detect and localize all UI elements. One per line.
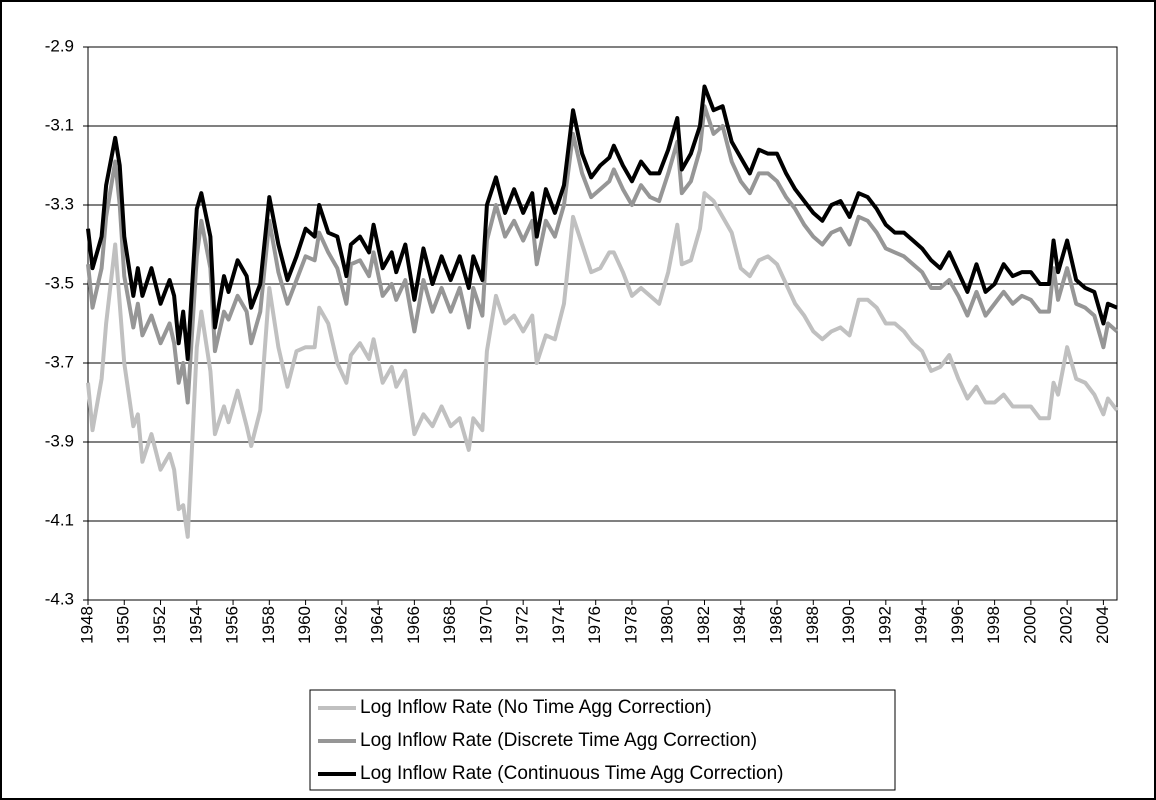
x-tick-label: 1950 xyxy=(114,606,133,644)
legend-label: Log Inflow Rate (Continuous Time Agg Cor… xyxy=(360,763,784,784)
series-line xyxy=(86,104,1119,405)
x-tick-label: 1968 xyxy=(440,606,459,644)
x-tick-label: 1970 xyxy=(476,606,495,644)
y-tick-label: -2.9 xyxy=(45,36,74,55)
x-tick-label: 1964 xyxy=(368,606,387,644)
x-tick-label: 1958 xyxy=(259,606,278,644)
x-tick-label: 1978 xyxy=(621,606,640,644)
x-tick-label: 1982 xyxy=(694,606,713,644)
x-tick-label: 1976 xyxy=(585,606,604,644)
x-tick-label: 1960 xyxy=(295,606,314,644)
y-tick-label: -4.3 xyxy=(45,589,74,608)
series-line xyxy=(86,84,1118,362)
x-tick-label: 1966 xyxy=(404,606,423,644)
x-tick-label: 1948 xyxy=(77,606,96,644)
legend-label: Log Inflow Rate (Discrete Time Agg Corre… xyxy=(360,730,757,751)
y-tick-label: -3.1 xyxy=(45,115,74,134)
x-tick-label: 1994 xyxy=(912,606,931,644)
legend-label: Log Inflow Rate (No Time Agg Correction) xyxy=(360,697,712,718)
x-tick-label: 1980 xyxy=(658,606,677,644)
y-tick-label: -3.7 xyxy=(45,352,74,371)
x-tick-label: 2004 xyxy=(1093,606,1112,644)
x-tick-label: 1986 xyxy=(767,606,786,644)
x-tick-label: 1996 xyxy=(948,606,967,644)
y-tick-label: -4.1 xyxy=(45,510,74,529)
x-tick-label: 1952 xyxy=(150,606,169,644)
x-tick-label: 1974 xyxy=(549,606,568,644)
x-tick-label: 1992 xyxy=(875,606,894,644)
x-tick-label: 1954 xyxy=(186,606,205,644)
y-tick-label: -3.5 xyxy=(45,273,74,292)
x-tick-label: 2002 xyxy=(1057,606,1076,644)
x-tick-label: 2000 xyxy=(1020,606,1039,644)
x-tick-label: 1956 xyxy=(223,606,242,644)
x-tick-label: 1988 xyxy=(803,606,822,644)
legend-box xyxy=(309,689,896,791)
y-tick-label: -3.3 xyxy=(45,194,74,213)
x-tick-label: 1962 xyxy=(331,606,350,644)
x-tick-label: 1984 xyxy=(730,606,749,644)
series-line xyxy=(86,191,1119,539)
x-tick-label: 1972 xyxy=(513,606,532,644)
x-tick-label: 1990 xyxy=(839,606,858,644)
x-tick-label: 1998 xyxy=(984,606,1003,644)
y-tick-label: -3.9 xyxy=(45,431,74,450)
